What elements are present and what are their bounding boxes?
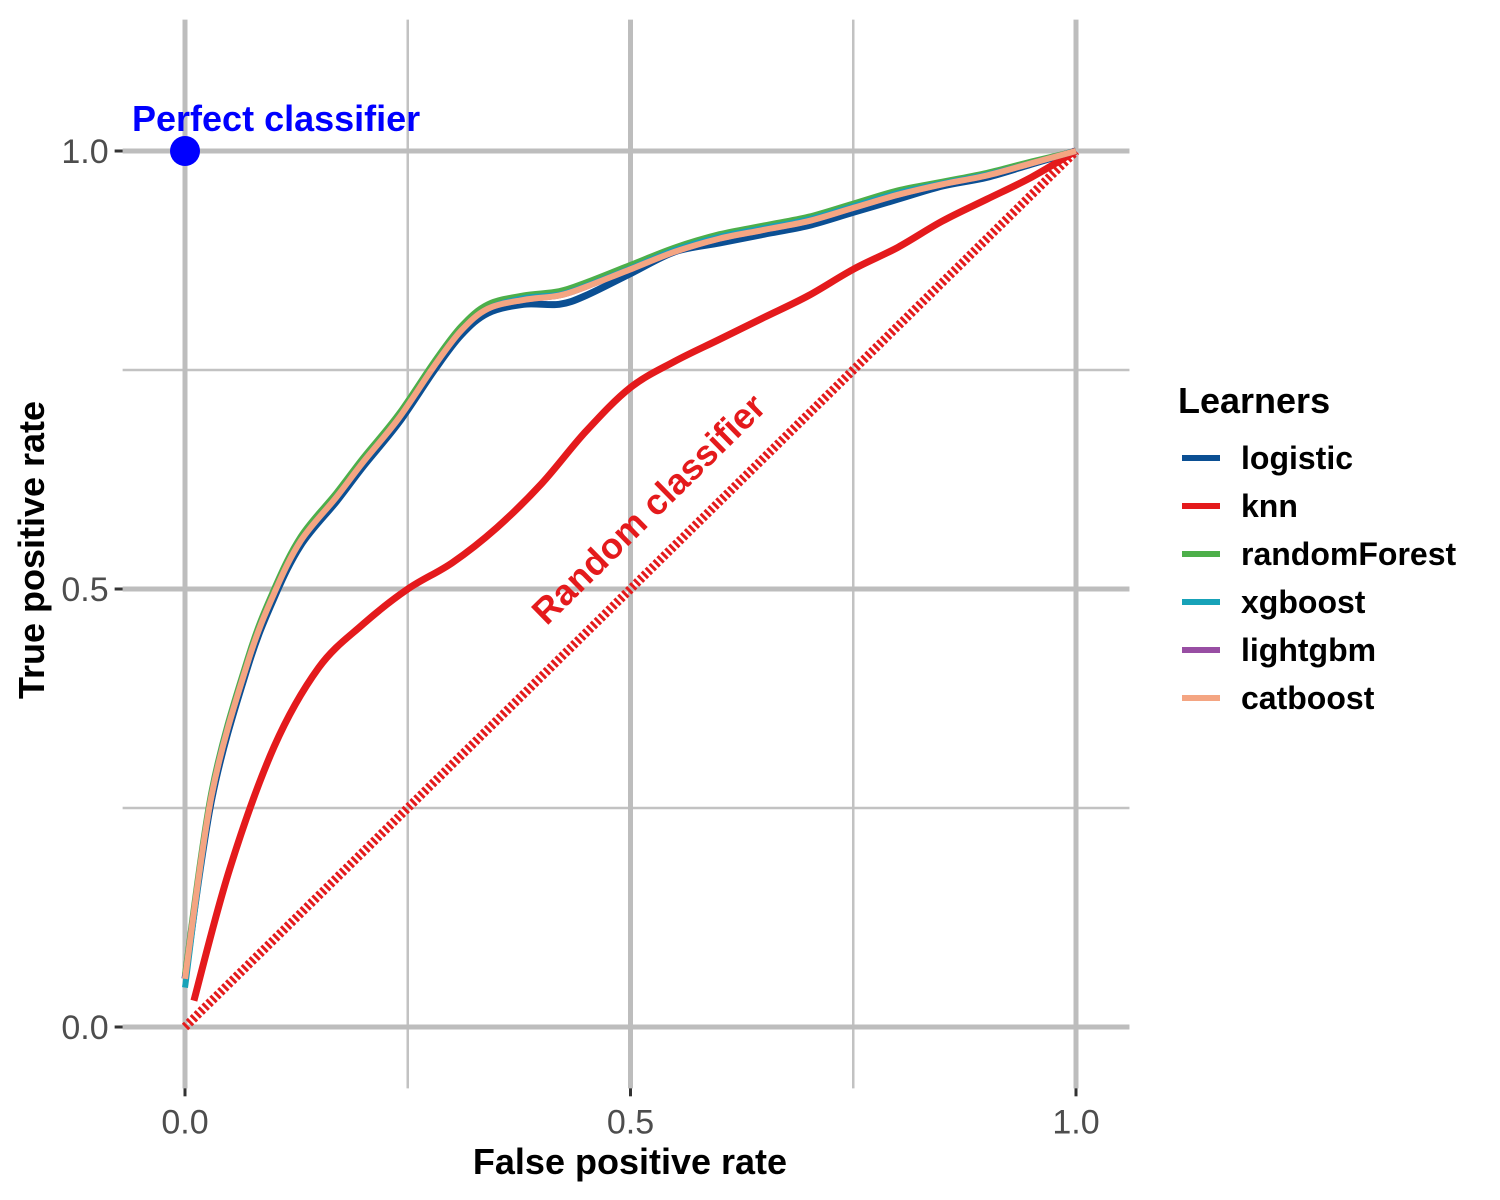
- x-tick-label: 1.0: [1052, 1103, 1099, 1141]
- x-tick-label: 0.0: [161, 1103, 208, 1141]
- legend-label-randomforest: randomForest: [1241, 536, 1456, 572]
- y-tick-label: 0.0: [61, 1009, 108, 1047]
- random-classifier-label: Random classifier: [524, 385, 774, 632]
- x-axis-title: False positive rate: [473, 1141, 787, 1182]
- perfect-classifier-marker: [170, 136, 200, 166]
- legend-label-catboost: catboost: [1241, 680, 1375, 716]
- random-classifier-diagonal: [181, 147, 1080, 1031]
- legend: Learners logisticknnrandomForestxgboostl…: [1178, 380, 1456, 716]
- x-tick-label: 0.5: [607, 1103, 654, 1141]
- legend-label-lightgbm: lightgbm: [1241, 632, 1376, 668]
- roc-curve-catboost: [182, 148, 1077, 980]
- legend-items: logistic knn randomForest xgboost lightgbm ca…: [1182, 440, 1456, 716]
- legend-label-knn: knn: [1241, 488, 1298, 524]
- axis-ticks: 0.0 0.5 1.0 0.0 0.5 1.0: [61, 133, 1099, 1141]
- perfect-classifier-label: Perfect classifier: [132, 98, 420, 139]
- legend-label-xgboost: xgboost: [1241, 584, 1366, 620]
- legend-title: Learners: [1178, 380, 1330, 421]
- y-axis-title: True positive rate: [11, 401, 52, 699]
- roc-curves: [181, 147, 1078, 1002]
- legend-label-logistic: logistic: [1241, 440, 1353, 476]
- roc-curve-knn: [190, 147, 1078, 1002]
- random-classifier-line: [181, 147, 1080, 1031]
- perfect-classifier-point: [170, 136, 200, 166]
- y-tick-label: 1.0: [61, 133, 108, 171]
- y-tick-label: 0.5: [61, 571, 108, 609]
